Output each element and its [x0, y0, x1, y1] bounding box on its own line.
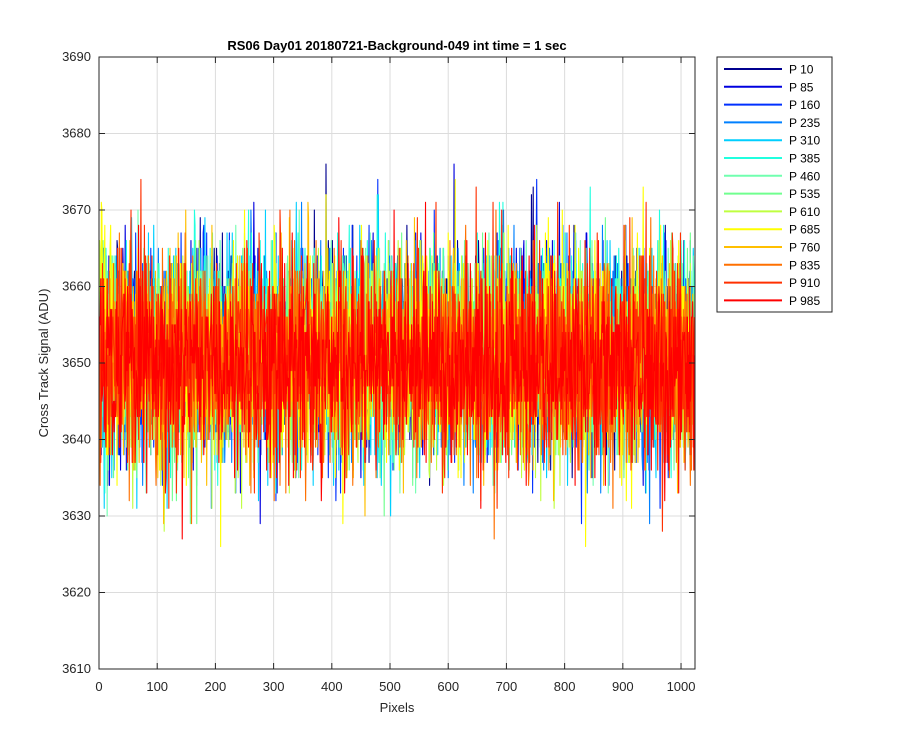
- legend-label: P 310: [789, 134, 820, 148]
- series-line-p-985: [99, 201, 695, 540]
- x-tick-label: 1000: [667, 679, 696, 694]
- x-tick-label: 0: [95, 679, 102, 694]
- x-tick-label: 500: [379, 679, 401, 694]
- legend-label: P 760: [789, 241, 820, 255]
- legend-label: P 385: [789, 152, 820, 166]
- legend-label: P 535: [789, 187, 820, 201]
- legend-box: [716, 56, 833, 313]
- series-layer: [99, 163, 695, 548]
- x-axis: 0 100 200 300 400 500 600 700 800 900 1000: [95, 57, 695, 694]
- x-tick-label: 800: [554, 679, 576, 694]
- legend: P 10 P 85 P 160 P 235 P 310 P 385 P 460 P 535 P …: [716, 56, 833, 313]
- x-tick-label: 400: [321, 679, 343, 694]
- y-tick-label: 3610: [62, 661, 91, 676]
- x-tick-label: 200: [205, 679, 227, 694]
- y-tick-label: 3690: [62, 49, 91, 64]
- y-tick-label: 3620: [62, 585, 91, 600]
- y-axis-label: Cross Track Signal (ADU): [36, 289, 51, 438]
- x-axis-label: Pixels: [380, 700, 415, 715]
- legend-label: P 460: [789, 169, 820, 183]
- y-tick-label: 3670: [62, 202, 91, 217]
- y-axis: 3610 3620 3630 3640 3650 3660 3670 3680 3690: [62, 49, 695, 676]
- legend-label: P 985: [789, 294, 820, 308]
- chart-title: RS06 Day01 20180721-Background-049 int t…: [227, 38, 566, 53]
- legend-label: P 10: [789, 63, 814, 77]
- legend-label: P 910: [789, 276, 820, 290]
- legend-label: P 235: [789, 116, 820, 130]
- y-tick-label: 3650: [62, 355, 91, 370]
- x-tick-label: 100: [146, 679, 168, 694]
- legend-label: P 160: [789, 98, 820, 112]
- y-tick-label: 3680: [62, 126, 91, 141]
- y-tick-label: 3640: [62, 432, 91, 447]
- y-tick-label: 3630: [62, 508, 91, 523]
- legend-label: P 835: [789, 258, 820, 272]
- x-tick-label: 300: [263, 679, 285, 694]
- x-tick-label: 900: [612, 679, 634, 694]
- legend-label: P 610: [789, 205, 820, 219]
- x-tick-label: 700: [496, 679, 518, 694]
- x-tick-label: 600: [437, 679, 459, 694]
- legend-label: P 685: [789, 223, 820, 237]
- legend-label: P 85: [789, 80, 814, 94]
- y-tick-label: 3660: [62, 279, 91, 294]
